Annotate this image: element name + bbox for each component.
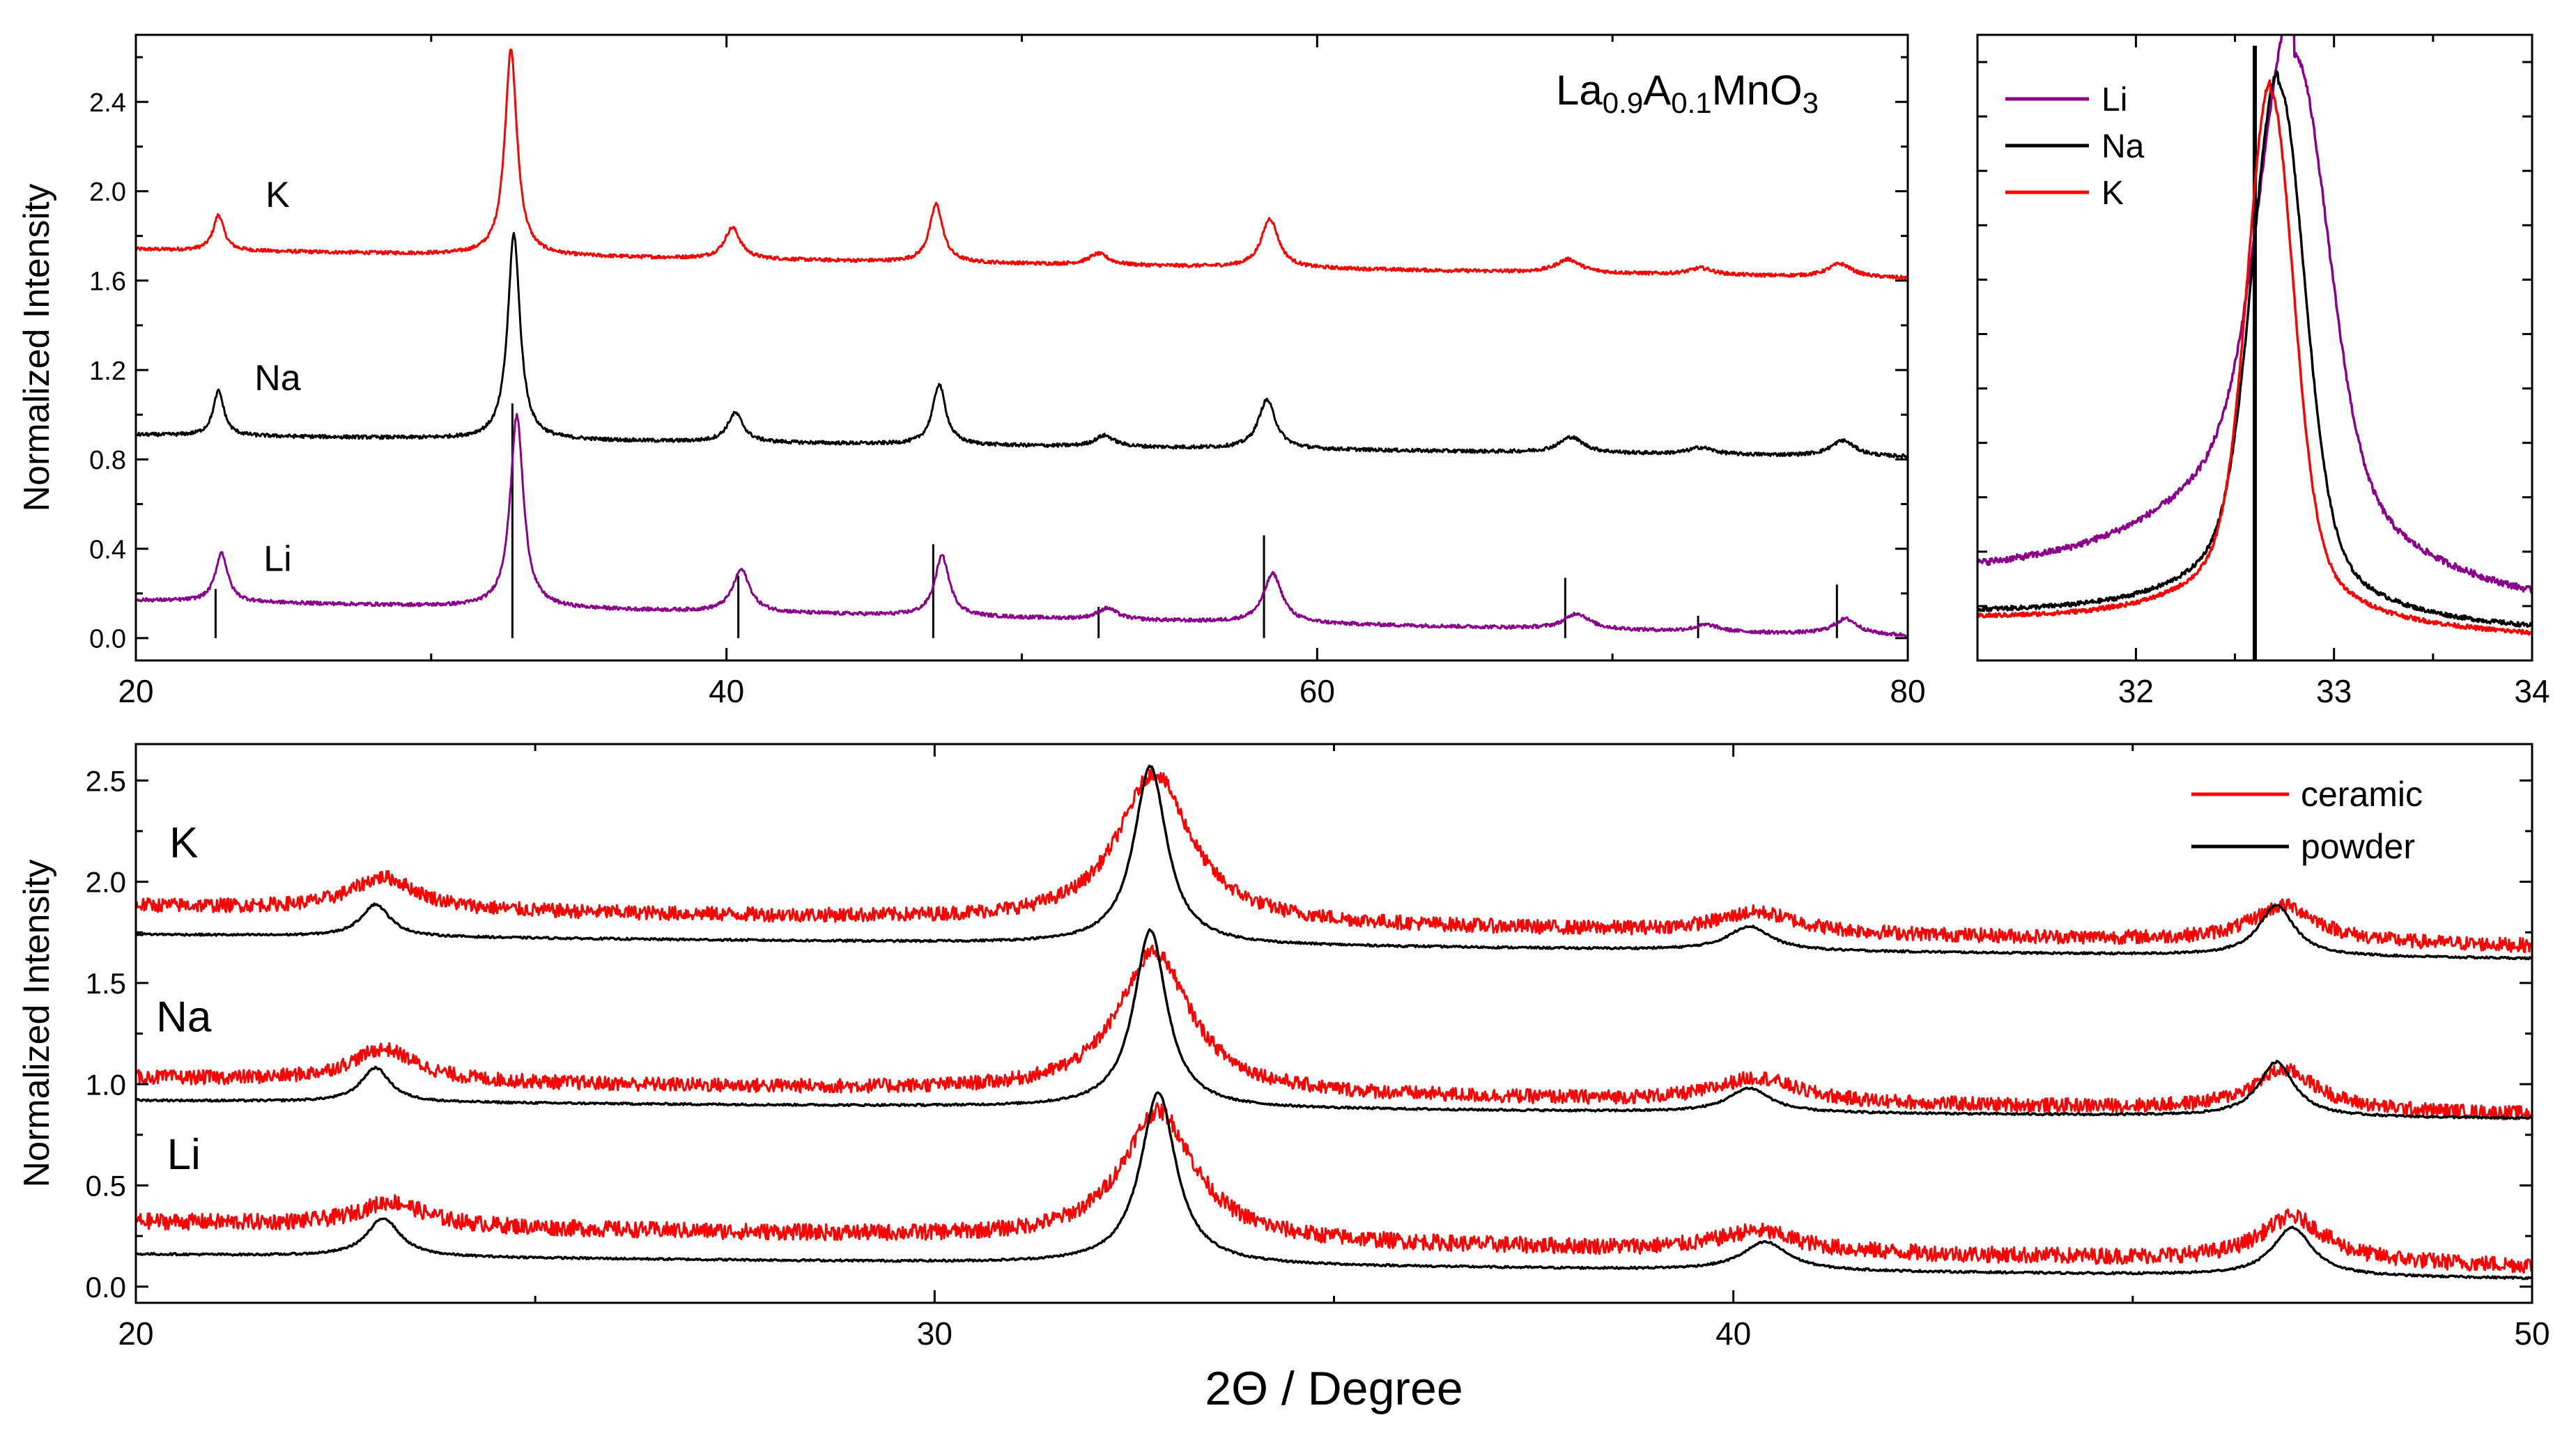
title-text: A xyxy=(1643,67,1671,114)
title-text: MnO xyxy=(1712,67,1803,114)
y-tick-label: 1.5 xyxy=(86,967,126,1000)
y-axis-label: Normalized Intensity xyxy=(17,183,57,511)
y-tick-label: 0.8 xyxy=(89,446,126,475)
y-tick-label: 0.0 xyxy=(89,625,126,654)
series-line-ceramic-k xyxy=(136,767,2532,954)
series-label-na: Na xyxy=(254,358,301,399)
title-subscript: 3 xyxy=(1803,86,1819,119)
y-tick-label: 2.0 xyxy=(89,178,126,207)
series-line-powder-k xyxy=(136,764,2532,961)
series-line-na xyxy=(136,231,1908,459)
chart-top-right: Li Na K 32 33 34 xyxy=(1976,33,2550,709)
x-axis-label: 2Θ / Degree xyxy=(1205,1362,1463,1415)
series-line-k xyxy=(136,48,1908,281)
plot-area-bottom xyxy=(136,764,2532,1281)
y-tick-label: 0.5 xyxy=(86,1170,126,1203)
y-axis-label: Normalized Intensity xyxy=(17,859,57,1187)
y-tick-label: 1.0 xyxy=(86,1068,126,1101)
title-subscript: 0.9 xyxy=(1603,86,1643,119)
x-tick-label: 33 xyxy=(2316,673,2352,709)
y-tick-label: 2.4 xyxy=(89,88,126,118)
y-tick-label: 1.6 xyxy=(89,267,126,296)
group-label-na: Na xyxy=(156,994,212,1042)
series-line-k xyxy=(1977,79,2532,636)
group-label-k: K xyxy=(169,819,198,867)
y-tick-label: 2.5 xyxy=(86,764,126,797)
legend-label-na: Na xyxy=(2101,128,2145,165)
series-label-li: Li xyxy=(263,539,291,580)
frame-top-right xyxy=(1976,33,2533,662)
y-tick-label: 0.4 xyxy=(89,535,126,564)
x-tick-label: 40 xyxy=(709,673,744,709)
frame-top-left xyxy=(134,33,1909,662)
plot-area-top-right xyxy=(1977,35,2532,660)
y-tick-label: 2.0 xyxy=(86,866,126,899)
series-line-na xyxy=(1977,70,2532,628)
series-line-li xyxy=(136,412,1908,638)
plot-area-top-left xyxy=(136,48,1908,638)
y-tick-label: 1.2 xyxy=(89,357,126,386)
group-label-li: Li xyxy=(167,1131,201,1179)
chart-title: La0.9A0.1MnO3 xyxy=(1556,67,1819,119)
series-line-powder-na xyxy=(136,928,2532,1120)
x-tick-label: 20 xyxy=(118,673,153,709)
x-tick-label: 32 xyxy=(2118,673,2154,709)
series-line-powder-li xyxy=(136,1091,2532,1281)
title-text: La xyxy=(1556,67,1603,114)
title-subscript: 0.1 xyxy=(1671,86,1711,119)
series-line-ceramic-na xyxy=(136,944,2532,1121)
x-tick-label: 20 xyxy=(118,1315,153,1352)
legend-label-powder: powder xyxy=(2301,827,2415,866)
x-tick-label: 60 xyxy=(1299,673,1335,709)
legend-label-k: K xyxy=(2101,175,2124,212)
series-label-k: K xyxy=(265,175,290,215)
chart-bottom: K Na Li ceramic powder 20 30 40 50 0.0 0.5 1.0 1.5 2.… xyxy=(17,743,2550,1415)
series-line-ceramic-li xyxy=(136,1101,2532,1274)
chart-top-left: K Na Li La0.9A0.1MnO3 20 40 60 80 0.0 0.4 0.8 1.2 1.… xyxy=(17,33,1926,709)
legend-label-li: Li xyxy=(2101,82,2127,118)
y-tick-label: 0.0 xyxy=(86,1271,126,1304)
x-tick-label: 50 xyxy=(2514,1315,2550,1352)
x-tick-label: 40 xyxy=(1715,1315,1751,1352)
legend-label-ceramic: ceramic xyxy=(2301,775,2423,814)
x-tick-label: 80 xyxy=(1890,673,1925,709)
x-tick-label: 30 xyxy=(917,1315,952,1352)
x-tick-label: 34 xyxy=(2514,673,2550,709)
